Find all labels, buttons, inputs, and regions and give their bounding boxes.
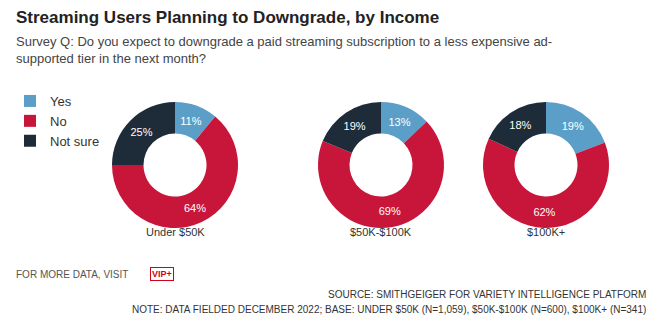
svg-text:SOURCE: SMITHGEIGER FOR VARIET: SOURCE: SMITHGEIGER FOR VARIETY INTELLIG… [328,289,646,300]
svg-text:64%: 64% [184,202,206,214]
svg-text:11%: 11% [180,115,201,127]
svg-text:FOR MORE DATA, VISIT: FOR MORE DATA, VISIT [16,269,128,280]
svg-text:19%: 19% [344,120,366,132]
svg-text:VIP+: VIP+ [152,269,172,279]
svg-text:Under $50K: Under $50K [146,226,205,238]
svg-text:Survey Q: Do you expect to dow: Survey Q: Do you expect to downgrade a p… [16,34,552,66]
svg-text:$100K+: $100K+ [527,226,565,238]
svg-text:Not sure: Not sure [50,134,99,149]
svg-text:Yes: Yes [50,94,72,109]
svg-text:25%: 25% [130,126,152,138]
svg-text:69%: 69% [379,205,401,217]
svg-text:Streaming Users Planning to Do: Streaming Users Planning to Downgrade, b… [16,8,439,27]
svg-text:No: No [50,114,67,129]
svg-text:13%: 13% [388,116,410,128]
svg-text:$50K-$100K: $50K-$100K [350,226,412,238]
svg-text:18%: 18% [509,119,531,131]
svg-text:19%: 19% [562,120,584,132]
svg-text:NOTE: DATA FIELDED DECEMBER 20: NOTE: DATA FIELDED DECEMBER 2022; BASE: … [132,304,646,315]
svg-text:62%: 62% [533,206,555,218]
